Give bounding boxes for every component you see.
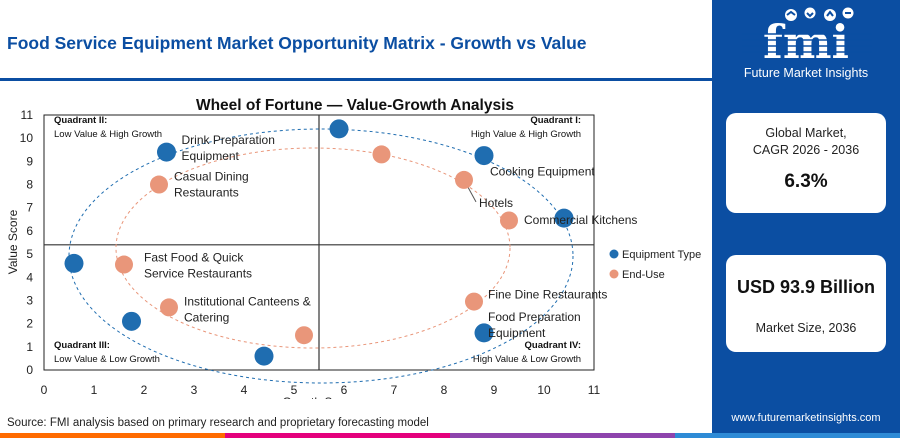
point-label: Fast Food & Quick xyxy=(144,251,244,265)
point-label: Food Preparation xyxy=(488,310,581,324)
y-tick-label: 3 xyxy=(26,293,33,307)
x-tick-label: 8 xyxy=(441,383,448,397)
quadrant-subtitle: Low Value & Low Growth xyxy=(54,354,160,365)
point-label: Catering xyxy=(184,310,229,324)
y-tick-label: 9 xyxy=(26,154,33,168)
bar-segment-blue xyxy=(675,433,900,438)
end-use-point xyxy=(295,326,313,345)
market-size-label: Market Size, 2036 xyxy=(755,321,857,335)
end-use-point xyxy=(115,255,133,274)
point-label: Commercial Kitchens xyxy=(524,213,637,227)
point-label: Equipment xyxy=(488,326,546,340)
bar-segment-purple xyxy=(450,433,675,438)
cagr-value: 6.3% xyxy=(784,171,828,192)
y-tick-label: 2 xyxy=(26,317,33,331)
equipment-point xyxy=(329,119,349,139)
legend-marker xyxy=(609,269,619,279)
x-tick-label: 7 xyxy=(391,383,398,397)
point-label: Hotels xyxy=(479,196,513,210)
y-tick-label: 1 xyxy=(26,340,33,354)
y-tick-label: 8 xyxy=(26,178,33,192)
y-tick-label: 0 xyxy=(26,363,33,377)
chart-title: Wheel of Fortune — Value-Growth Analysis xyxy=(196,97,514,114)
point-label: Service Restaurants xyxy=(144,267,252,281)
global-market-label: Global Market, xyxy=(765,126,847,140)
equipment-point xyxy=(157,142,176,162)
y-axis-label: Value Score xyxy=(6,209,20,274)
equipment-orbit xyxy=(68,128,574,384)
x-tick-label: 4 xyxy=(241,383,248,397)
quadrant-title: Quadrant III: xyxy=(54,340,110,351)
page-title: Food Service Equipment Market Opportunit… xyxy=(7,33,587,53)
equipment-point xyxy=(122,311,141,331)
sidebar: fmi Future Market Insights Global Market… xyxy=(712,0,900,433)
equipment-point xyxy=(64,253,84,273)
chart-canvas: Wheel of Fortune — Value-Growth Analysis… xyxy=(6,97,701,399)
equipment-point xyxy=(554,208,574,228)
fmi-logo-icon: fmi xyxy=(742,7,872,69)
logo-tagline: Future Market Insights xyxy=(743,66,869,80)
header-divider xyxy=(0,78,712,81)
end-use-orbit xyxy=(115,147,511,349)
legend-label: End-Use xyxy=(622,269,665,281)
end-use-point xyxy=(500,211,518,230)
x-tick-label: 11 xyxy=(588,383,601,397)
end-use-point xyxy=(160,298,178,317)
cagr-label: Global Market, CAGR 2026 - 2036 xyxy=(726,113,886,159)
market-size-value: USD 93.9 Billion xyxy=(736,277,876,297)
y-tick-label: 4 xyxy=(26,270,33,284)
y-tick-label: 10 xyxy=(20,131,34,145)
quadrant-title: Quadrant II: xyxy=(54,115,107,126)
point-label: Equipment xyxy=(182,149,240,163)
end-use-point xyxy=(372,145,391,164)
fmi-logo: fmi Future Market Insights xyxy=(712,0,900,93)
bar-segment-magenta xyxy=(225,433,450,438)
cagr-card: Global Market, CAGR 2026 - 2036 6.3% xyxy=(726,113,886,213)
quadrant-subtitle: High Value & High Growth xyxy=(471,129,581,140)
point-label: Casual Dining xyxy=(174,170,249,184)
x-tick-label: 9 xyxy=(491,383,498,397)
point-label: Drink Preparation xyxy=(182,133,275,147)
x-axis-label: Growth Score xyxy=(282,395,356,399)
quadrant-subtitle: High Value & Low Growth xyxy=(473,354,581,365)
point-label: Institutional Canteens & xyxy=(184,294,311,308)
svg-text:fmi: fmi xyxy=(763,15,849,69)
point-label: Restaurants xyxy=(174,186,239,200)
x-tick-label: 1 xyxy=(91,383,98,397)
x-tick-label: 0 xyxy=(41,383,48,397)
legend-label: Equipment Type xyxy=(622,249,701,261)
point-label: Cooking Equipment xyxy=(490,165,595,179)
equipment-point xyxy=(474,146,494,166)
market-size-card: USD 93.9 Billion Market Size, 2036 xyxy=(726,255,886,352)
equipment-point xyxy=(254,346,274,366)
y-tick-label: 11 xyxy=(21,108,34,122)
x-tick-label: 10 xyxy=(537,383,551,397)
x-tick-label: 2 xyxy=(141,383,148,397)
end-use-point xyxy=(150,175,168,194)
quadrant-title: Quadrant IV: xyxy=(525,340,581,351)
quadrant-title: Quadrant I: xyxy=(530,115,581,126)
quadrant-subtitle: Low Value & High Growth xyxy=(54,129,162,140)
bar-segment-orange xyxy=(0,433,225,438)
bottom-color-bar xyxy=(0,433,900,438)
x-tick-label: 3 xyxy=(191,383,198,397)
point-label: Fine Dine Restaurants xyxy=(488,288,607,302)
source-note: Source: FMI analysis based on primary re… xyxy=(7,417,429,429)
x-tick-label: 5 xyxy=(291,383,298,397)
y-tick-label: 7 xyxy=(26,201,33,215)
end-use-point xyxy=(465,292,483,311)
y-tick-label: 6 xyxy=(26,224,33,238)
legend-marker xyxy=(609,249,619,259)
website-link[interactable]: www.futuremarketinsights.com xyxy=(731,412,881,424)
end-use-point xyxy=(455,170,473,189)
cagr-period: CAGR 2026 - 2036 xyxy=(752,143,860,157)
x-tick-label: 6 xyxy=(341,383,348,397)
equipment-point xyxy=(474,323,494,343)
opportunity-matrix-chart: Wheel of Fortune — Value-Growth Analysis… xyxy=(0,93,712,399)
y-tick-label: 5 xyxy=(26,247,33,261)
